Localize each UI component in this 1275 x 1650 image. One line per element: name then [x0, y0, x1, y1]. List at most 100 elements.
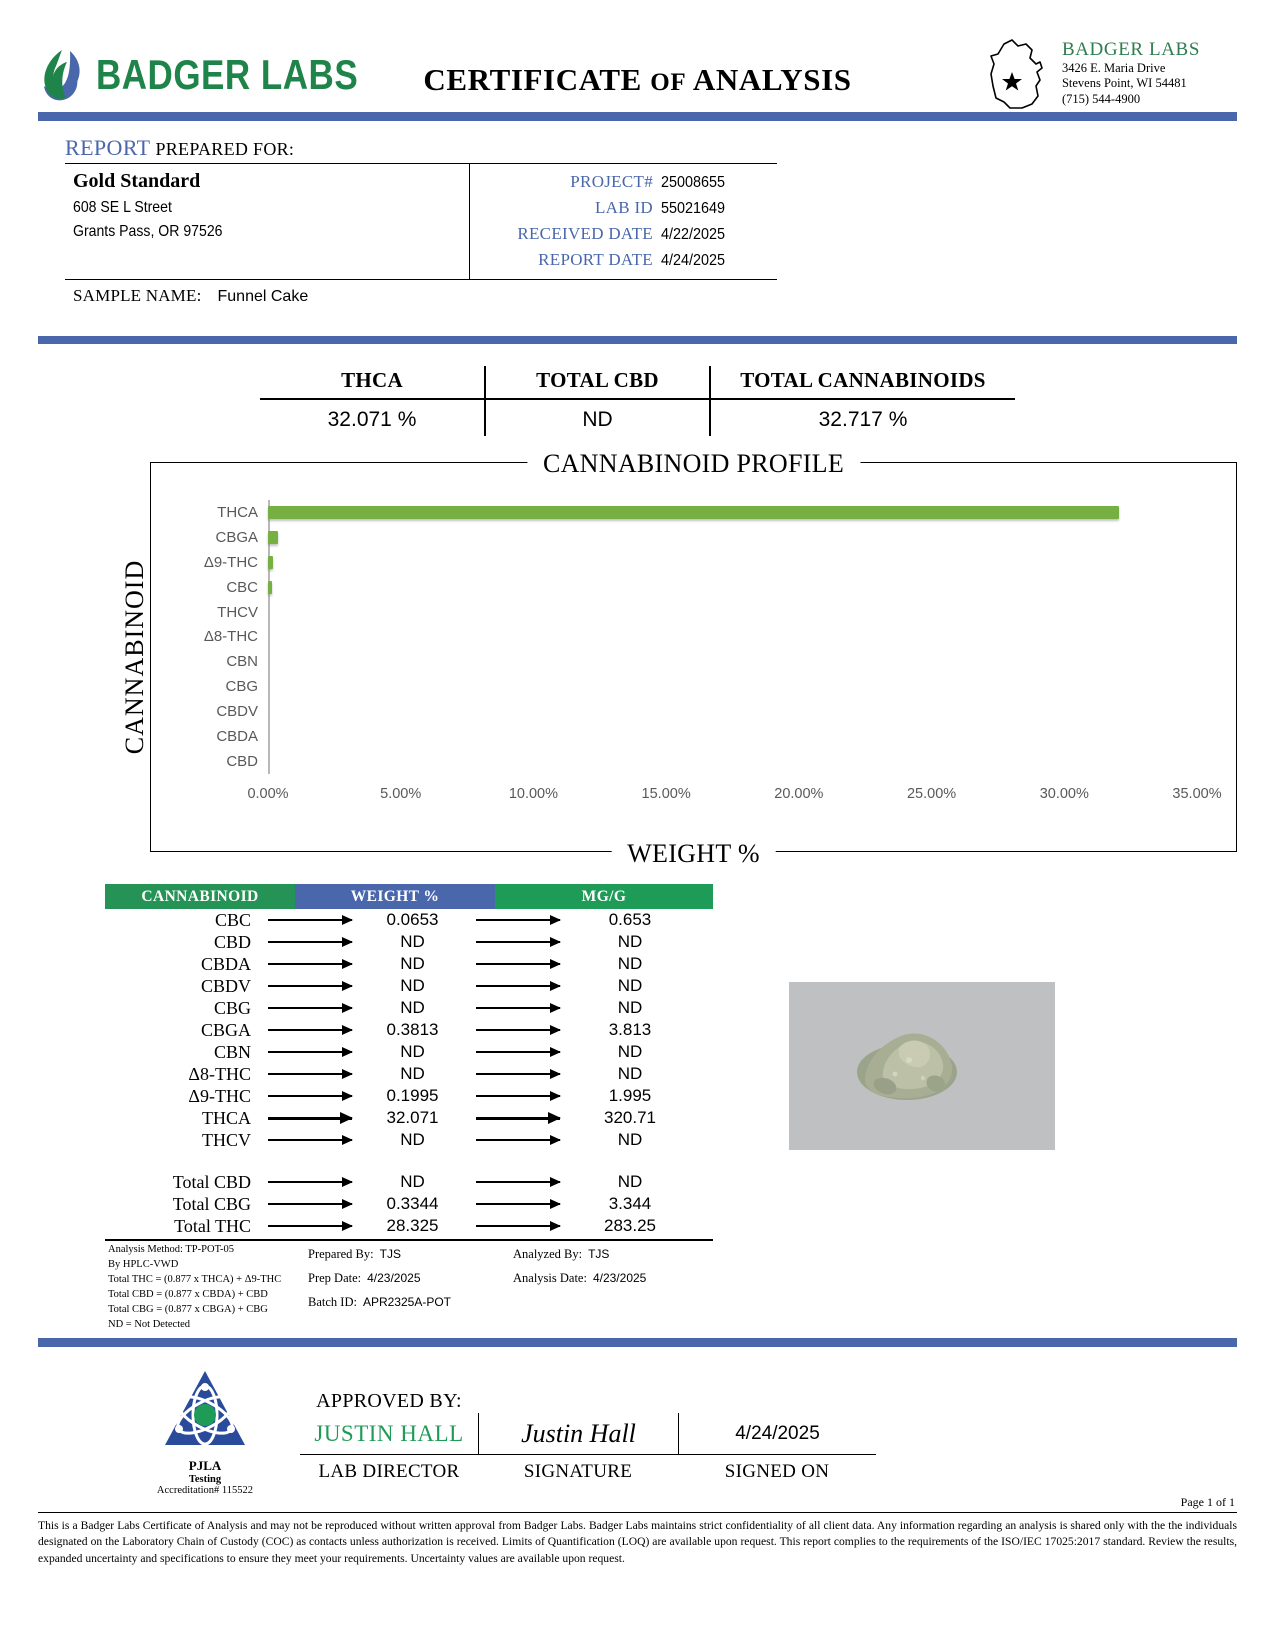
title-analysis: ANALYSIS	[692, 62, 852, 97]
table-row: CBC 0.0653 0.653	[105, 909, 713, 931]
arrow-icon	[255, 1116, 365, 1120]
summary-header-total-cbd: TOTAL CBD	[484, 366, 710, 400]
result-analyte: CBDA	[200, 953, 251, 974]
report-info-section: REPORT PREPARED FOR: Gold Standard 608 S…	[65, 135, 1237, 310]
result-mg-per-g: 283.25	[604, 1216, 656, 1235]
result-weight-percent: 0.3344	[386, 1194, 439, 1213]
result-analyte: CBC	[214, 909, 251, 930]
chart-x-tick: 30.00%	[1039, 786, 1089, 802]
note-prepared-by-label: Prepared By:	[308, 1247, 374, 1261]
chart-x-tick: 15.00%	[641, 786, 691, 802]
note-analyzed-by: Analyzed By: TJS	[513, 1243, 718, 1267]
note-formula-cbd: Total CBD = (0.877 x CBDA) + CBD	[108, 1288, 268, 1300]
signed-on-date: 4/24/2025	[735, 1422, 820, 1444]
results-header-weight: WEIGHT %	[295, 884, 495, 909]
chart-bar-row: Δ8-THC	[204, 626, 1197, 648]
page-title: CERTIFICATE OF ANALYSIS	[0, 62, 1275, 98]
summary-divider-bar	[38, 336, 1237, 344]
result-weight-percent: ND	[400, 1042, 425, 1061]
summary-table: THCA TOTAL CBD TOTAL CANNABINOIDS 32.071…	[260, 366, 1015, 436]
report-meta-block: PROJECT# 25008655 LAB ID 55021649 RECEIV…	[470, 164, 777, 279]
cannabis-bud-image	[847, 1020, 967, 1106]
result-mg-per-g: 1.995	[608, 1086, 652, 1105]
approved-by-name: JUSTIN HALL	[314, 1420, 464, 1446]
result-weight-percent: ND	[400, 1064, 425, 1083]
meta-value-received: 4/22/2025	[661, 226, 726, 243]
arrow-icon	[460, 1051, 575, 1053]
result-mg-per-g: ND	[617, 1064, 643, 1083]
results-table: CANNABINOID WEIGHT % MG/G CBC 0.0653 0.653…	[105, 884, 713, 1241]
sample-name-row: SAMPLE NAME: Funnel Cake	[65, 280, 777, 310]
note-method-2: By HPLC-VWD	[108, 1258, 179, 1270]
result-analyte: THCV	[202, 1129, 251, 1150]
approval-approved-column: APPROVED BY: JUSTIN HALL LAB DIRECTOR	[300, 1371, 478, 1489]
meta-label-received: RECEIVED DATE	[517, 224, 653, 243]
result-analyte: Total THC	[174, 1215, 251, 1236]
report-heading-accent: REPORT	[65, 135, 151, 160]
arrow-icon	[255, 1203, 365, 1205]
result-analyte: Δ9-THC	[188, 1085, 251, 1106]
chart-bar-label: THCV	[217, 603, 258, 621]
table-row: Total THC 28.325 283.25	[105, 1215, 713, 1237]
chart-bar-label: CBDV	[216, 703, 258, 721]
page-number: Page 1 of 1	[1180, 1495, 1235, 1509]
meta-row-reportdate: REPORT DATE 4/24/2025	[470, 247, 771, 273]
approval-signature-column: Justin Hall SIGNATURE	[478, 1371, 678, 1489]
chart-x-tick: 0.00%	[247, 786, 289, 802]
result-analyte: Total CBD	[172, 1171, 251, 1192]
table-row: CBGA 0.3813 3.813	[105, 1019, 713, 1041]
note-formula-thc: Total THC = (0.877 x THCA) + Δ9-THC	[108, 1273, 282, 1285]
chart-bar-label: CBN	[226, 653, 258, 671]
arrow-icon	[255, 1225, 365, 1227]
signed-on-label: SIGNED ON	[724, 1461, 830, 1482]
report-prepared-for-heading: REPORT PREPARED FOR:	[65, 135, 777, 164]
summary-header-total-cannabinoids: TOTAL CANNABINOIDS	[709, 366, 1015, 400]
approved-by-name-cell: JUSTIN HALL	[300, 1413, 478, 1455]
chart-bar-row: CBG	[225, 676, 1197, 698]
arrow-icon	[460, 1007, 575, 1009]
result-analyte: CBN	[213, 1041, 251, 1062]
summary-results: THCA TOTAL CBD TOTAL CANNABINOIDS 32.071…	[0, 366, 1275, 436]
results-bottom-rule	[105, 1239, 713, 1241]
result-weight-percent: ND	[400, 976, 425, 995]
meta-value-reportdate: 4/24/2025	[661, 252, 726, 269]
arrow-icon	[460, 919, 575, 921]
chart-bar-label: CBDA	[216, 728, 258, 746]
result-weight-percent: 28.325	[386, 1216, 439, 1235]
arrow-icon	[255, 963, 365, 965]
sample-photo	[789, 982, 1055, 1150]
result-mg-per-g: 0.653	[608, 910, 652, 929]
result-mg-per-g: ND	[617, 932, 643, 951]
result-mg-per-g: ND	[617, 954, 643, 973]
table-row: CBDA ND ND	[105, 953, 713, 975]
client-address-1: 608 SE L Street	[73, 199, 172, 216]
pjla-atom-icon	[159, 1371, 251, 1455]
lab-address-lines: BADGER LABS 3426 E. Maria Drive Stevens …	[1062, 38, 1200, 107]
table-row: Total CBD ND ND	[105, 1171, 713, 1193]
signed-on-top-spacer	[678, 1371, 876, 1413]
notes-analysis: Analyzed By: TJS Analysis Date: 4/23/202…	[513, 1243, 718, 1332]
meta-label-reportdate: REPORT DATE	[538, 250, 653, 269]
page-header: BADGER LABS CERTIFICATE OF ANALYSIS BADG…	[0, 0, 1275, 112]
results-spacer	[105, 1151, 713, 1171]
approval-section: PJLA Testing Accreditation# 115522 APPRO…	[0, 1338, 1275, 1513]
chart-bar-label: Δ8-THC	[203, 628, 258, 646]
title-certificate: CERTIFICATE	[423, 62, 642, 97]
chart-y-axis-label: CANNABINOID	[120, 559, 150, 755]
result-weight-percent: 0.1995	[386, 1086, 439, 1105]
result-weight-percent: ND	[400, 932, 425, 951]
title-of: OF	[650, 69, 687, 96]
result-weight-percent: 0.3813	[386, 1020, 439, 1039]
chart-bar-row: CBC	[226, 576, 1197, 598]
note-prepared-by: Prepared By: TJS	[308, 1243, 513, 1267]
signature-top-spacer	[478, 1371, 678, 1413]
arrow-icon	[255, 1139, 365, 1141]
note-method-1: Analysis Method: TP-POT-05	[108, 1244, 235, 1255]
summary-value-row: 32.071 % ND 32.717 %	[260, 399, 1015, 436]
chart-bar-row: Δ9-THC	[204, 551, 1197, 573]
chart-bars: THCA CBGA Δ9-THC CBC THCV Δ8-THC CBN CBG CBDV CBD…	[204, 500, 1197, 774]
signature-label: SIGNATURE	[523, 1461, 633, 1482]
table-row: THCV ND ND	[105, 1129, 713, 1151]
footer-disclaimer: This is a Badger Labs Certificate of Ana…	[38, 1519, 1237, 1565]
